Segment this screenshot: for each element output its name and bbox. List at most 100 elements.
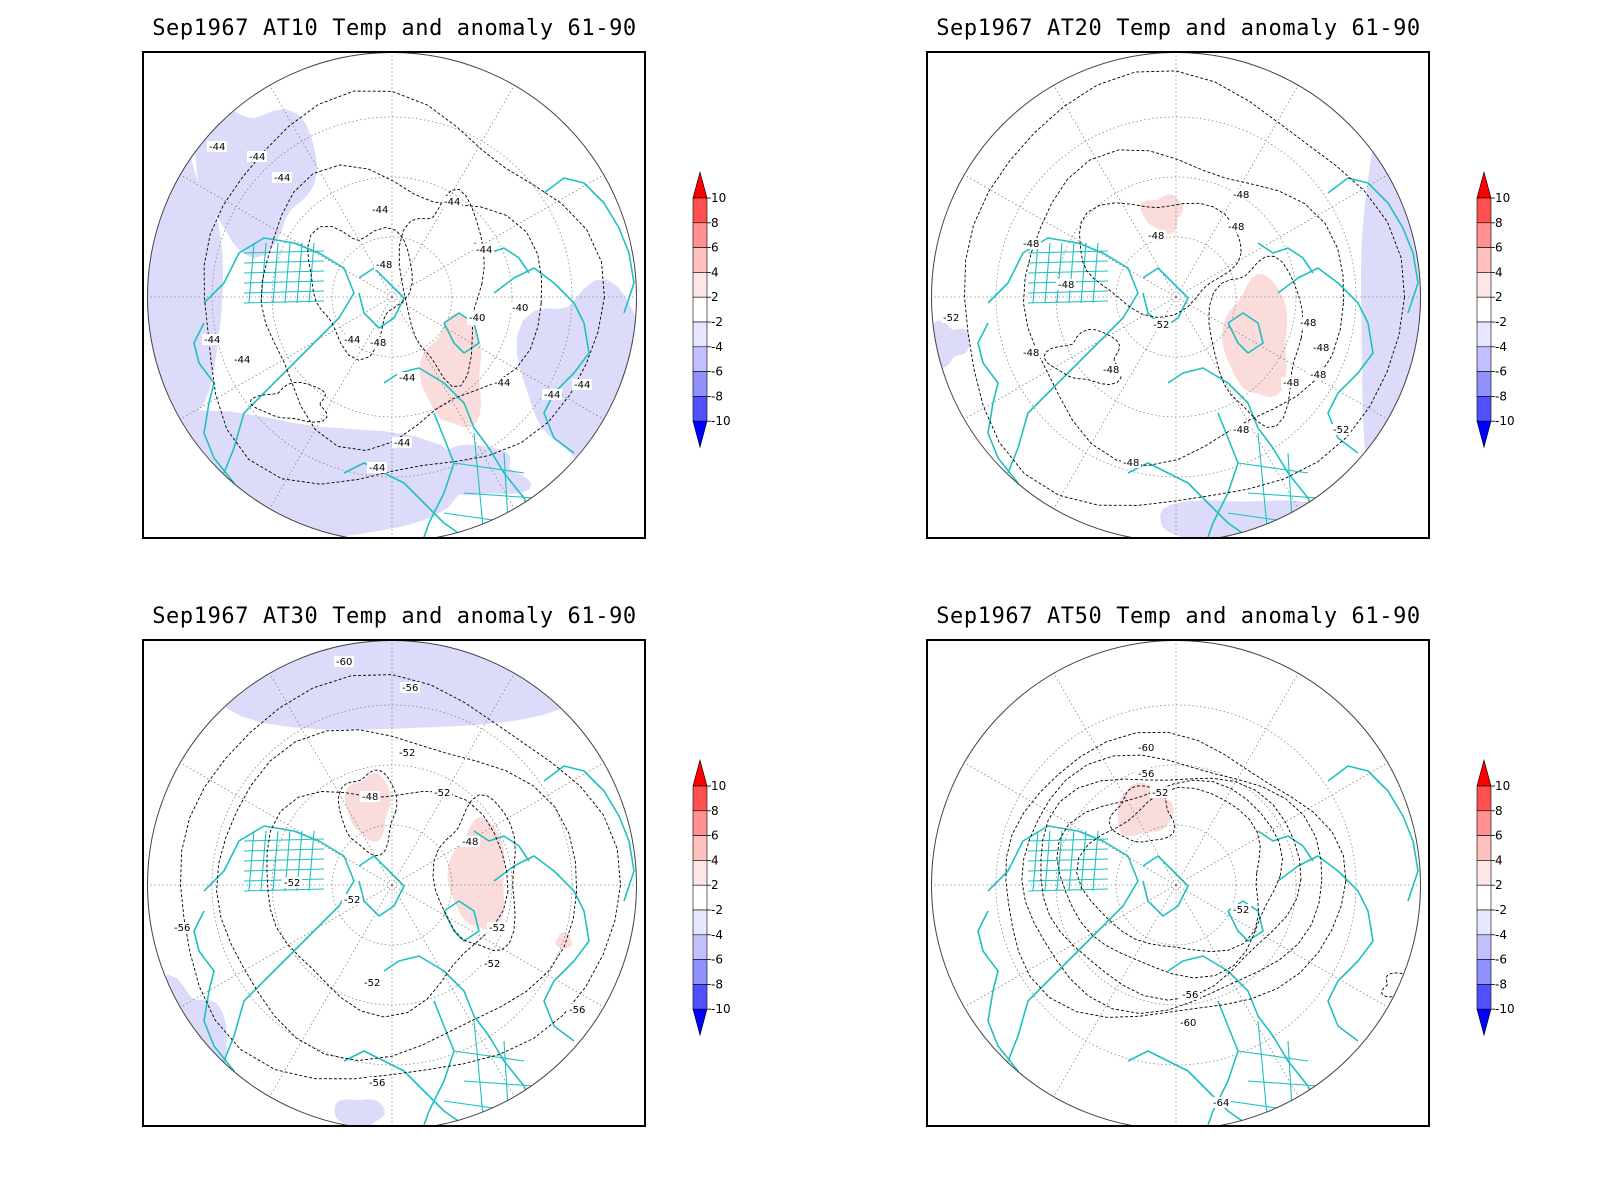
contour-label: -56: [1138, 769, 1154, 780]
contour-label: -48: [1313, 343, 1329, 354]
colorbar-tick-label: 2: [1495, 878, 1503, 892]
contour-label-bg: [1136, 742, 1156, 753]
colorbar-tick-label: -10: [711, 414, 731, 428]
contour-label-bg: [1331, 424, 1351, 435]
colorbar-tick-label: 6: [1495, 829, 1503, 843]
contour-label: -56: [402, 683, 418, 694]
map-boundary: [931, 641, 1421, 1125]
contour-label-bg: [400, 682, 420, 693]
contour-label-bg: [567, 1004, 587, 1015]
colorbar-tick-label: -2: [1495, 315, 1507, 329]
colorbar-segment: [1476, 371, 1492, 397]
lat-lon-grid: [147, 641, 637, 1125]
panel-title: Sep1967 AT20 Temp and anomaly 61-90: [936, 16, 1421, 41]
map-boundary: [931, 53, 1421, 537]
colorbar-tick-label: 6: [1495, 241, 1503, 255]
contour-label: -52: [399, 748, 415, 759]
contour-label-bg: [282, 877, 302, 888]
polar-stereographic-map: -44-44-44-44-48-44-44-48-40-40-48-44-44-…: [147, 53, 637, 537]
contour-label-bg: [1150, 787, 1170, 798]
colorbar-tick-label: -2: [711, 903, 723, 917]
contour-label: -44: [544, 390, 560, 401]
contour-label-bg: [442, 196, 462, 207]
lat-lon-grid: [147, 53, 637, 537]
colorbar-tick-label: 4: [1495, 853, 1503, 867]
contour-label: -44: [369, 463, 385, 474]
contour-label-bg: [1281, 377, 1301, 388]
contour-label: -40: [469, 313, 485, 324]
colorbar-segment: [1476, 272, 1492, 298]
colorbar-segment: [692, 810, 708, 836]
contour-label-bg: [172, 922, 192, 933]
contour-label: -48: [1058, 280, 1074, 291]
colorbar-svg: 10 8 6 4 2 -2 -4 -6 -8 -10: [1476, 758, 1515, 1037]
contour-label: -44: [372, 205, 388, 216]
colorbar-tick-label: -4: [1495, 928, 1507, 942]
coastlines: [977, 177, 1419, 537]
contour-label-bg: [392, 437, 412, 448]
map-panel-at30: Sep1967 AT30 Temp and anomaly 61-90 -60-…: [142, 588, 842, 1148]
colorbar-segment: [1476, 959, 1492, 985]
contour-label-bg: [367, 462, 387, 473]
colorbar-segment: [1476, 346, 1492, 372]
colorbar-segment: [692, 272, 708, 298]
colorbar-segment: [692, 321, 708, 348]
colorbar-tick-label: -4: [711, 928, 723, 942]
colorbar-min-arrow: [1476, 420, 1492, 449]
contour-label: -52: [344, 895, 360, 906]
contour-label-bg: [1178, 1017, 1198, 1028]
colorbar-segment: [692, 296, 708, 323]
colorbar-tick-label: -4: [1495, 340, 1507, 354]
contour-label: -60: [1180, 1018, 1196, 1029]
colorbar-segment: [1476, 884, 1492, 911]
contour-label: -52: [943, 313, 959, 324]
colorbar-segment: [1476, 296, 1492, 323]
contour-label: -44: [274, 173, 290, 184]
colorbar-tick-label: 6: [711, 829, 719, 843]
polar-stereographic-map: -60 -56 -52 -48 -52 -48 -52 -52 -56 -52 -52 -52 -56 -…: [147, 641, 637, 1125]
contour-label: -48: [376, 260, 392, 271]
polar-map-frame: -60 -56 -52 -48 -52 -48 -52 -52 -56 -52 -52 -52 -56 -…: [142, 639, 646, 1127]
colorbar-tick-label: 8: [711, 216, 719, 230]
colorbar-min-arrow: [692, 1008, 708, 1037]
colorbar-segment: [692, 197, 708, 224]
colorbar-tick-label: -10: [1495, 414, 1515, 428]
polar-stereographic-map: -60 -56 -52 -52 -56 -60 -64: [931, 641, 1421, 1125]
colorbar-tick-label: 6: [711, 241, 719, 255]
colorbar-segment: [1476, 197, 1492, 224]
colorbar-tick-label: -6: [1495, 365, 1507, 379]
contour-label: -48: [1310, 370, 1326, 381]
colorbar-segment: [1476, 860, 1492, 886]
contour-label-bg: [232, 354, 252, 365]
contour-label-bg: [368, 337, 388, 348]
contour-label: -52: [1233, 905, 1249, 916]
colorbar-segment: [692, 934, 708, 960]
colorbar-segment: [1476, 934, 1492, 960]
contour-label: -52: [1333, 425, 1349, 436]
contour-label: -44: [574, 380, 590, 391]
colorbar-tick-label: 8: [1495, 216, 1503, 230]
contour-label: -44: [344, 335, 360, 346]
polar-map-frame: -48 -48 -48 -48 -52 -48 -52 -48 -48 -48 -48 -48 -48-…: [926, 51, 1430, 539]
map-panel-at10: Sep1967 AT10 Temp and anomaly 61-90 -44-…: [142, 0, 842, 560]
map-boundary: [147, 641, 637, 1125]
contour-label-bg: [374, 259, 394, 270]
contour-label-bg: [247, 151, 267, 162]
contour-label-bg: [492, 377, 512, 388]
contour-label-bg: [342, 894, 362, 905]
contour-label-bg: [272, 172, 292, 183]
colorbar-segment: [692, 835, 708, 861]
contour-label-bg: [1308, 369, 1328, 380]
colorbar-segment: [692, 222, 708, 248]
colorbar-svg: 10 8 6 4 2 -2 -4 -6 -8 -10: [692, 170, 731, 449]
coastlines: [193, 177, 635, 537]
colorbar-segment: [692, 785, 708, 812]
colorbar-min-arrow: [692, 420, 708, 449]
colorbar-svg: 10 8 6 4 2 -2 -4 -6 -8 -10: [692, 758, 731, 1037]
colorbar-segment: [692, 884, 708, 911]
map-panel-at20: Sep1967 AT20 Temp and anomaly 61-90 -48-…: [926, 0, 1600, 560]
contour-label-bg: [1121, 457, 1141, 468]
colorbar-min-arrow: [1476, 1008, 1492, 1037]
colorbar-tick-label: -8: [711, 389, 723, 403]
contour-label: -52: [284, 878, 300, 889]
